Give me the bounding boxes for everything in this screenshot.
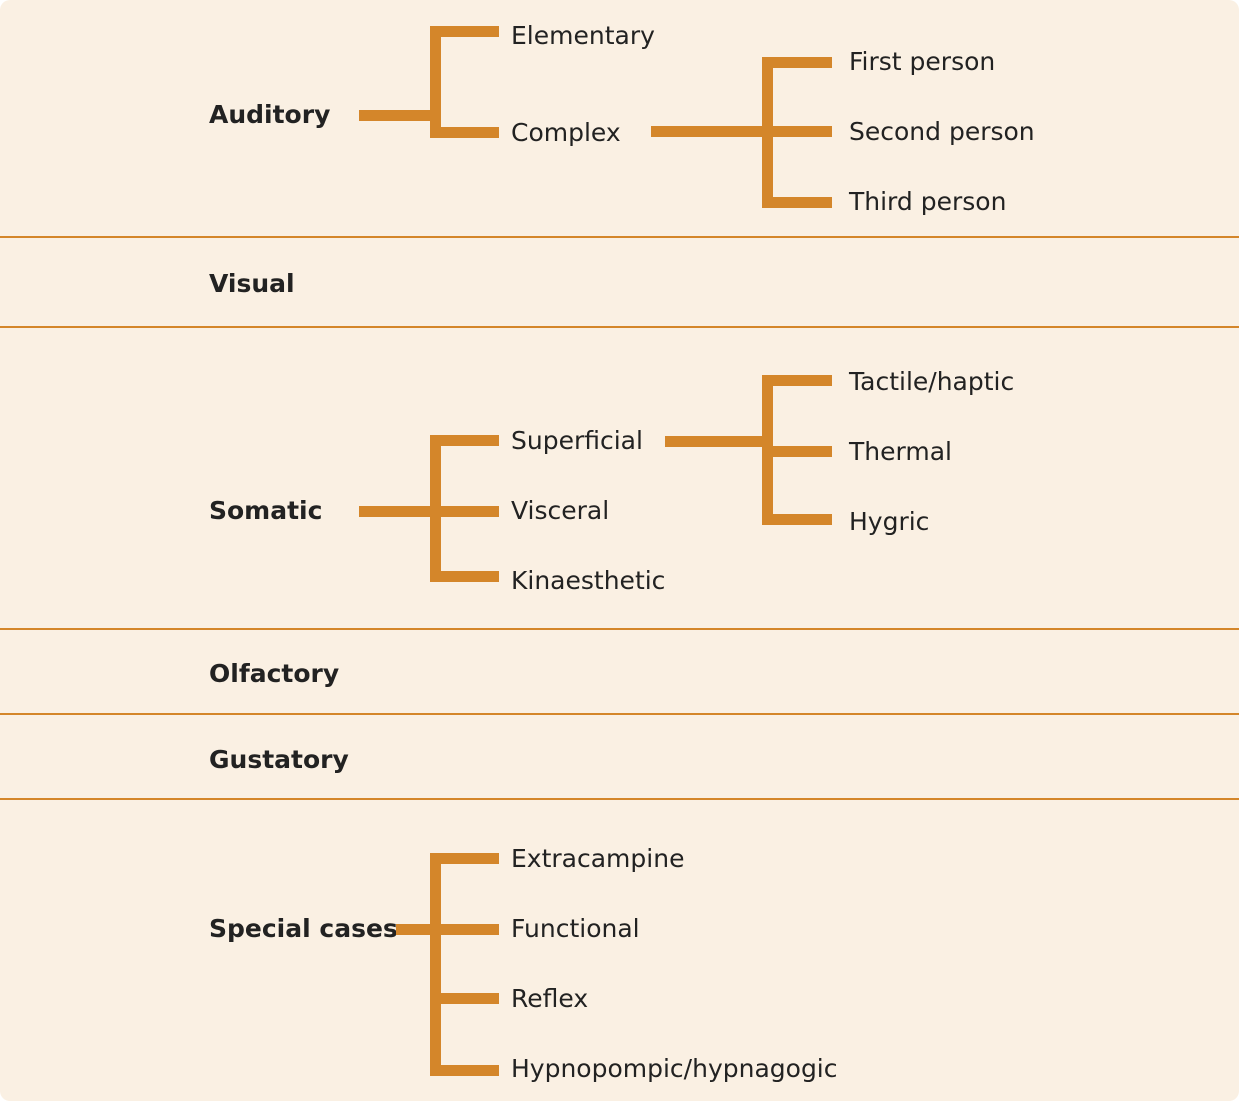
category-somatic: Somatic	[209, 496, 323, 525]
section-divider	[0, 236, 1239, 238]
connector-line	[396, 924, 437, 935]
node-complex: Complex	[511, 118, 621, 147]
connector-line	[665, 436, 771, 447]
node-superficial: Superficial	[511, 426, 643, 455]
node-third-person: Third person	[849, 187, 1007, 216]
bracket-tick	[762, 126, 832, 137]
node-first-person: First person	[849, 47, 996, 76]
node-second-person: Second person	[849, 117, 1035, 146]
bracket-tick	[430, 127, 499, 138]
bracket-tick	[762, 446, 832, 457]
node-thermal: Thermal	[849, 437, 952, 466]
bracket-tick	[430, 571, 499, 582]
bracket-spine	[430, 26, 441, 138]
bracket-tick	[430, 26, 499, 37]
bracket-tick	[762, 514, 832, 525]
node-reflex: Reflex	[511, 984, 589, 1013]
bracket-tick	[430, 924, 499, 935]
category-gustatory: Gustatory	[209, 745, 349, 774]
connector-line	[359, 110, 437, 121]
connector-line	[359, 506, 437, 517]
bracket-tick	[430, 1065, 499, 1076]
node-visceral: Visceral	[511, 496, 610, 525]
bracket-tick	[762, 57, 832, 68]
bracket-tick	[430, 853, 499, 864]
category-special-cases: Special cases	[209, 914, 398, 943]
section-divider	[0, 326, 1239, 328]
node-hygric: Hygric	[849, 507, 930, 536]
section-divider	[0, 628, 1239, 630]
node-hypnopompic-hypnagogic: Hypnopompic/hypnagogic	[511, 1054, 838, 1083]
bracket-spine	[430, 853, 441, 1076]
node-kinaesthetic: Kinaesthetic	[511, 566, 666, 595]
node-extracampine: Extracampine	[511, 844, 685, 873]
bracket-tick	[430, 506, 499, 517]
bracket-tick	[762, 197, 832, 208]
connector-line	[651, 126, 771, 137]
node-functional: Functional	[511, 914, 640, 943]
bracket-tick	[430, 993, 499, 1004]
node-elementary: Elementary	[511, 21, 655, 50]
bracket-tick	[430, 435, 499, 446]
section-divider	[0, 713, 1239, 715]
category-visual: Visual	[209, 269, 295, 298]
category-auditory: Auditory	[209, 100, 331, 129]
bracket-tick	[762, 375, 832, 386]
category-olfactory: Olfactory	[209, 659, 340, 688]
node-tactile-haptic: Tactile/haptic	[849, 367, 1015, 396]
section-divider	[0, 798, 1239, 800]
